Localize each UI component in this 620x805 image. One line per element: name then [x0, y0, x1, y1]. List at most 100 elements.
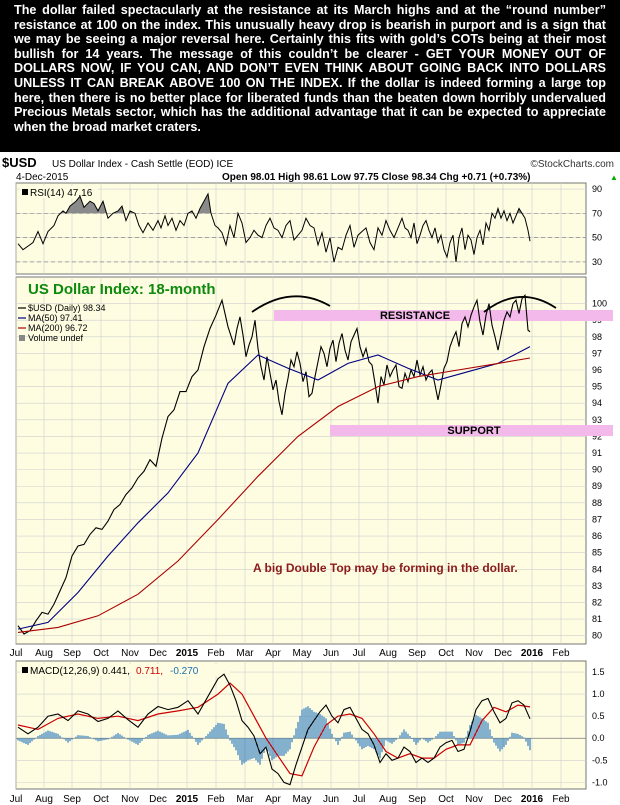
macd-hist-bar — [107, 738, 109, 740]
macd-hist-bar — [217, 722, 219, 739]
xtick-jun: Jun — [323, 794, 339, 805]
macd-hist-bar — [337, 738, 339, 745]
macd-hist-bar — [201, 738, 203, 741]
macd-hist-bar — [335, 738, 337, 742]
index-name: US Dollar Index - Cash Settle (EOD) ICE — [52, 159, 233, 170]
macd-hist-bar — [465, 736, 467, 739]
ohlc-readout: Open 98.01 High 98.61 Low 97.75 Close 98… — [222, 172, 530, 183]
xtick-oct: Oct — [93, 794, 109, 805]
macd-hist-bar — [511, 732, 513, 739]
macd-hist-bar — [393, 738, 395, 742]
xtick-nov: Nov — [121, 648, 139, 659]
macd-hist-bar — [285, 738, 287, 754]
macd-hist-bar — [413, 738, 415, 742]
x-axis-mid: Jul Aug Sep Oct Nov Dec 2015 Feb Mar Apr May Jun Jul… — [10, 648, 570, 659]
chart-date: 4-Dec-2015 — [16, 172, 69, 183]
macd-hist-bar — [299, 715, 301, 739]
ytick-1-12: 92 — [592, 431, 602, 441]
macd-hist-bar — [399, 735, 401, 739]
macd-hist-bar — [367, 738, 369, 746]
macd-hist-bar — [41, 733, 43, 739]
macd-hist-bar — [301, 709, 303, 739]
macd-hist-bar — [265, 738, 267, 748]
macd-hist-bar — [67, 738, 69, 743]
xtick-feb: Feb — [552, 648, 570, 659]
macd-hist-bar — [147, 734, 149, 739]
macd-hist-bar — [259, 738, 261, 765]
macd-hist-bar — [315, 712, 317, 739]
xtick-dec: Dec — [149, 648, 167, 659]
macd-hist-bar — [457, 738, 459, 745]
xtick-aug: Aug — [35, 648, 53, 659]
xtick-jul: Jul — [10, 794, 23, 805]
resistance-band — [274, 310, 613, 321]
xtick-nov: Nov — [465, 648, 483, 659]
macd-hist-bar — [143, 738, 145, 739]
source-credit[interactable]: ©StockCharts.com — [530, 159, 614, 170]
macd-hist-bar — [79, 735, 81, 739]
macd-hist-bar — [149, 734, 151, 739]
macd-hist-bar — [213, 727, 215, 739]
macd-hist-bar — [69, 738, 71, 742]
macd-hist-bar — [271, 738, 273, 761]
macd-hist-bar — [77, 735, 79, 739]
xtick-feb: Feb — [552, 794, 570, 805]
macd-hist-bar — [245, 738, 247, 762]
macd-hist-bar — [377, 738, 379, 756]
legend-ma200: MA(200) 96.72 — [28, 323, 88, 333]
macd-hist-bar — [123, 736, 125, 739]
macd-hist-bar — [357, 738, 359, 744]
macd-hist-bar — [121, 735, 123, 739]
macd-hist-bar — [333, 737, 335, 739]
macd-hist-bar — [527, 738, 529, 746]
macd-hist-bar — [525, 738, 527, 742]
ytick-1-18: 98 — [592, 332, 602, 342]
macd-hist-bar — [193, 738, 195, 739]
macd-hist-bar — [487, 722, 489, 739]
xtick-sep: Sep — [63, 648, 81, 659]
macd-hist-bar — [273, 738, 275, 759]
macd-hist-bar — [27, 738, 29, 745]
macd-hist-bar — [93, 738, 95, 740]
symbol-label: $USD — [2, 155, 37, 170]
macd-hist-bar — [423, 738, 425, 740]
macd-hist-bar — [317, 713, 319, 739]
macd-hist-bar — [379, 738, 381, 759]
macd-hist-bar — [449, 731, 451, 739]
chart-area: $USD US Dollar Index - Cash Settle (EOD)… — [2, 155, 618, 805]
ytick-1-8: 88 — [592, 498, 602, 508]
xtick-dec: Dec — [494, 794, 512, 805]
macd-hist-bar — [409, 736, 411, 739]
macd-hist-bar — [505, 738, 507, 745]
ytick-1-14: 94 — [592, 398, 602, 408]
macd-hist-bar — [447, 731, 449, 739]
macd-hist-bar — [261, 738, 263, 759]
macd-hist-bar — [49, 731, 51, 739]
macd-hist-bar — [501, 738, 503, 750]
macd-hist-bar — [477, 716, 479, 739]
ytick-1-11: 91 — [592, 448, 602, 458]
macd-hist-bar — [327, 723, 329, 739]
xtick-jul: Jul — [10, 648, 23, 659]
macd-hist-bar — [131, 738, 133, 742]
macd-hist-bar — [185, 730, 187, 739]
ytick-1-10: 90 — [592, 465, 602, 475]
macd-hist-bar — [115, 734, 117, 739]
macd-hist-bar — [85, 735, 87, 739]
xtick-2015: 2015 — [176, 794, 199, 805]
macd-hist-bar — [361, 738, 363, 750]
macd-hist-bar — [183, 731, 185, 739]
xtick-2016: 2016 — [521, 648, 544, 659]
macd-hist-bar — [37, 736, 39, 739]
support-label: SUPPORT — [447, 425, 500, 437]
macd-hist-bar — [369, 738, 371, 748]
rsi-overbought-fill — [18, 193, 530, 214]
macd-hist-bar — [401, 732, 403, 739]
macd-hist-bar — [467, 730, 469, 739]
macd-hist-bar — [319, 713, 321, 739]
xtick-sep: Sep — [408, 648, 426, 659]
macd-panel-bg — [15, 660, 587, 790]
macd-hist-bar — [65, 738, 67, 741]
legend-volume: Volume undef — [28, 333, 84, 343]
price-legend: $USD (Daily) 98.34 MA(50) 97.41 MA(200) … — [18, 303, 106, 343]
